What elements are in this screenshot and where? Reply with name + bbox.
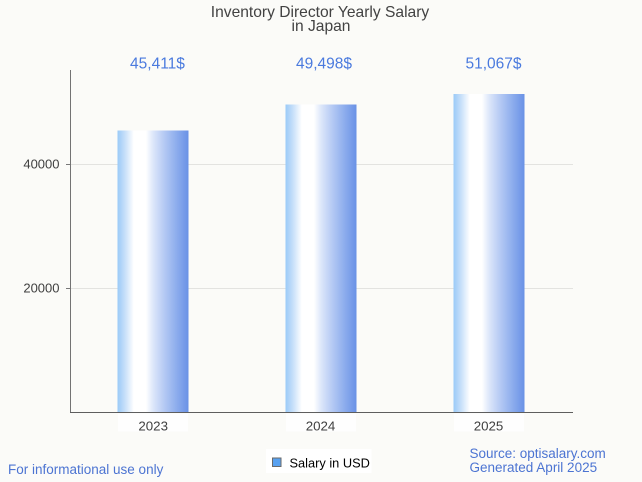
svg-text:2024: 2024 — [306, 419, 336, 434]
svg-text:45,411$: 45,411$ — [130, 56, 185, 73]
svg-text:2023: 2023 — [138, 419, 168, 434]
svg-text:2025: 2025 — [474, 419, 504, 434]
svg-text:49,498$: 49,498$ — [296, 56, 352, 73]
svg-text:Generated April 2025: Generated April 2025 — [470, 460, 598, 475]
svg-text:Inventory Director Yearly Sala: Inventory Director Yearly Salary — [211, 4, 430, 21]
svg-text:20000: 20000 — [23, 281, 59, 296]
svg-text:in Japan: in Japan — [292, 18, 351, 35]
svg-text:Source: optisalary.com: Source: optisalary.com — [470, 446, 606, 461]
svg-text:For informational use only: For informational use only — [8, 462, 164, 477]
svg-text:51,067$: 51,067$ — [465, 56, 521, 73]
svg-text:Salary in USD: Salary in USD — [290, 456, 370, 471]
svg-text:40000: 40000 — [23, 157, 59, 172]
